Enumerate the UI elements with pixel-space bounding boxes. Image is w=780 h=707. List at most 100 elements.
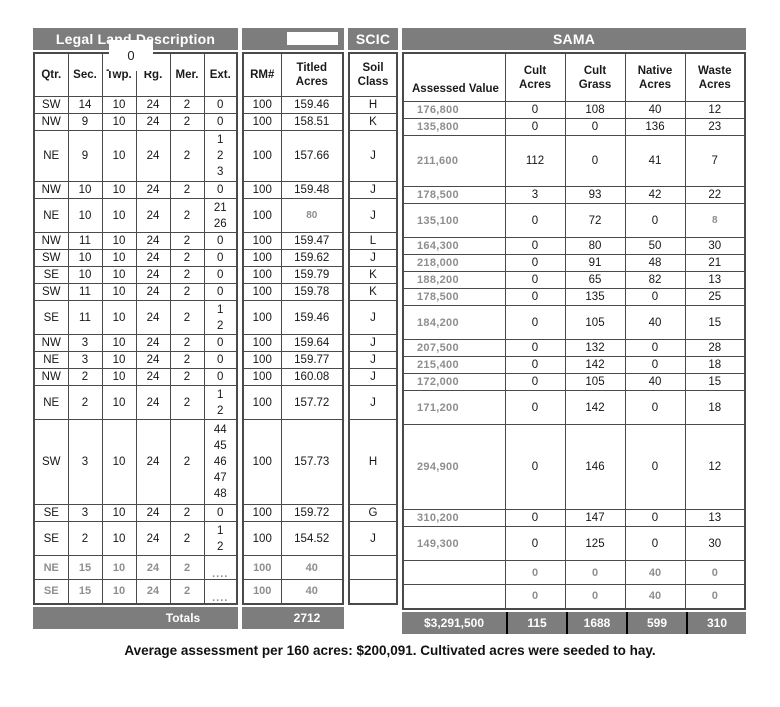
cell-native: 48 xyxy=(624,254,686,272)
cell-qtr: NW xyxy=(33,113,69,131)
cell-rm: 100 xyxy=(242,283,282,301)
table-row: J xyxy=(348,130,398,182)
cell-rm: 100 xyxy=(242,368,282,386)
cell-rm: 100 xyxy=(242,130,282,182)
cell-soil: K xyxy=(348,113,398,131)
group-sama: SAMA Assessed Value Cult Acres Cult Grass N… xyxy=(402,28,746,634)
waste-acres-total: 310 xyxy=(686,611,746,634)
table-row: 294,900 0 146 0 12 xyxy=(402,424,746,510)
cell-sec: 11 xyxy=(67,283,103,301)
cell-rg: 24 xyxy=(135,113,171,131)
cell-native: 0 xyxy=(624,526,686,561)
cell-qtr: NE xyxy=(33,130,69,182)
cell-rm: 100 xyxy=(242,385,282,420)
cell-rm: 100 xyxy=(242,579,282,604)
table-row: NW 2 10 24 2 0 xyxy=(33,368,238,386)
cell-sec: 3 xyxy=(67,504,103,522)
cell-titled: 159.77 xyxy=(280,351,344,369)
cell-cult_grass: 135 xyxy=(564,288,626,306)
cell-sec: 9 xyxy=(67,113,103,131)
cell-cult_acres: 0 xyxy=(504,118,566,136)
cell-cult_grass: 142 xyxy=(564,356,626,374)
cell-cult_grass: 125 xyxy=(564,526,626,561)
cell-twp: 10 xyxy=(101,249,137,267)
cell-twp: 10 xyxy=(101,198,137,233)
cell-qtr: SE xyxy=(33,266,69,284)
cell-mer: 2 xyxy=(169,249,205,267)
table-row: J xyxy=(348,181,398,199)
cell-cult_acres: 0 xyxy=(504,373,566,391)
cell-sec: 2 xyxy=(67,385,103,420)
table-row: 100 160.08 xyxy=(242,368,344,386)
cell-soil: J xyxy=(348,351,398,369)
cell-mer: 2 xyxy=(169,419,205,505)
group-rm-titled: RM# Titled Acres 100 159.46 100 158.51 100 157.… xyxy=(242,28,344,629)
cell-rm: 100 xyxy=(242,181,282,199)
cell-qtr: SE xyxy=(33,504,69,522)
table-row: J xyxy=(348,385,398,420)
rm-titled-table: RM# Titled Acres 100 159.46 100 158.51 100 157.… xyxy=(242,52,344,605)
table-row: 100 159.62 xyxy=(242,249,344,267)
cell-waste: 18 xyxy=(684,390,746,425)
cell-twp: 10 xyxy=(101,181,137,199)
table-row: 172,000 0 105 40 15 xyxy=(402,373,746,391)
overlay-zero-box: 0 xyxy=(109,40,153,71)
column-header-sec: Sec. xyxy=(67,52,103,97)
column-header-native: Native Acres xyxy=(624,52,686,102)
table-row: K xyxy=(348,266,398,284)
table-row: SW 11 10 24 2 0 xyxy=(33,283,238,301)
table-row: J xyxy=(348,300,398,335)
group-header-scic: SCIC xyxy=(348,28,398,50)
cell-native: 0 xyxy=(624,390,686,425)
cell-cult_acres: 0 xyxy=(504,288,566,306)
cell-native: 136 xyxy=(624,118,686,136)
cell-waste: 28 xyxy=(684,339,746,357)
cell-rg: 24 xyxy=(135,96,171,114)
table-row: G xyxy=(348,504,398,522)
table-row: 0 0 40 0 xyxy=(402,560,746,585)
table-row: H xyxy=(348,96,398,114)
cell-soil: J xyxy=(348,181,398,199)
cell-cult_acres: 0 xyxy=(504,254,566,272)
cell-rg: 24 xyxy=(135,368,171,386)
cell-qtr: SW xyxy=(33,96,69,114)
cell-rg: 24 xyxy=(135,334,171,352)
cell-titled: 159.79 xyxy=(280,266,344,284)
cell-sec: 3 xyxy=(67,351,103,369)
table-row: H xyxy=(348,419,398,505)
assessed-value-total: $3,291,500 xyxy=(423,615,485,630)
cell-rg: 24 xyxy=(135,504,171,522)
cell-waste: 18 xyxy=(684,356,746,374)
cell-waste: 25 xyxy=(684,288,746,306)
cell-twp: 10 xyxy=(101,334,137,352)
cell-native: 40 xyxy=(624,305,686,340)
cell-qtr: NE xyxy=(33,385,69,420)
cell-twp: 10 xyxy=(101,419,137,505)
cell-rm: 100 xyxy=(242,249,282,267)
cell-soil: L xyxy=(348,232,398,250)
table-row: SE 2 10 24 2 1 2 xyxy=(33,521,238,556)
cell-waste: 30 xyxy=(684,237,746,255)
cell-rm: 100 xyxy=(242,351,282,369)
cell-mer: 2 xyxy=(169,504,205,522)
cell-qtr: NE xyxy=(33,555,69,580)
table-row: 100 157.66 xyxy=(242,130,344,182)
cell-native: 82 xyxy=(624,271,686,289)
cell-titled: 159.64 xyxy=(280,334,344,352)
cell-waste: 13 xyxy=(684,509,746,527)
cell-ext: 21 26 xyxy=(203,198,238,233)
cell-cult_grass: 146 xyxy=(564,424,626,510)
cell-rm: 100 xyxy=(242,504,282,522)
cell-assessed: 149,300 xyxy=(402,526,506,561)
cell-twp: 10 xyxy=(101,555,137,580)
cell-mer: 2 xyxy=(169,579,205,604)
table-row: K xyxy=(348,113,398,131)
cell-qtr: SW xyxy=(33,249,69,267)
cell-qtr: NW xyxy=(33,334,69,352)
cell-ext: 0 xyxy=(203,113,238,131)
cell-ext: 0 xyxy=(203,504,238,522)
cell-titled: 40 xyxy=(280,579,344,604)
cell-sec: 9 xyxy=(67,130,103,182)
cell-cult_acres: 0 xyxy=(504,509,566,527)
cell-qtr: SE xyxy=(33,300,69,335)
